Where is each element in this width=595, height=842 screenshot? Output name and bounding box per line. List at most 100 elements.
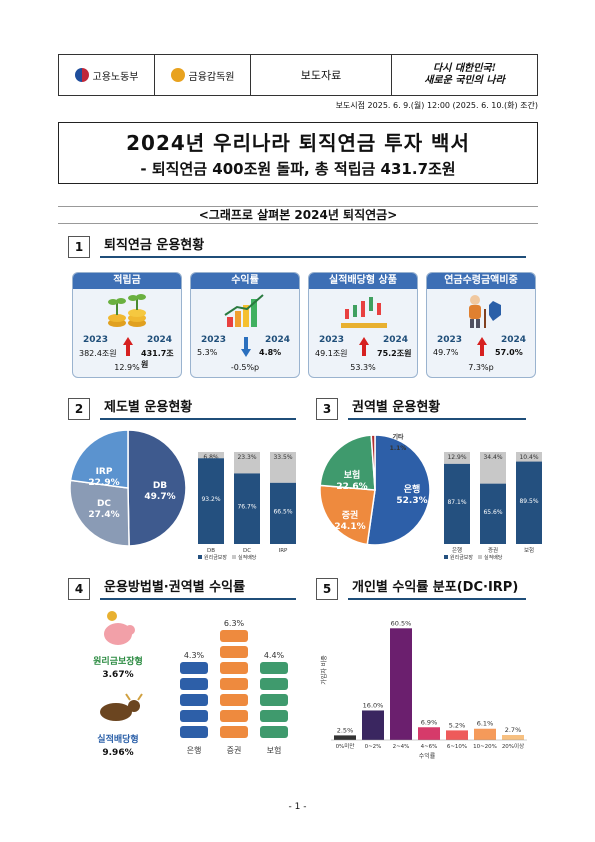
pie-slice <box>319 484 376 546</box>
arrow-up-icon <box>123 337 133 345</box>
pie-slice <box>69 429 129 489</box>
stack-bar-label: 6.8% <box>203 454 219 461</box>
section-4-title: 운용방법별·권역별 수익률 <box>100 578 296 600</box>
stack-bar-label: 34.4% <box>483 454 502 461</box>
stack-bar-label: 89.5% <box>519 498 538 505</box>
pie-label-name: DC <box>97 499 111 509</box>
stack-bar-label: 23.3% <box>237 454 256 461</box>
piggy-bank-icon <box>104 623 132 645</box>
pie-label-name: 은행 <box>404 483 421 495</box>
card-change: -0.5%p <box>230 363 260 372</box>
x-tick-label: DC <box>243 548 251 554</box>
card-year-start: 2023 <box>83 335 109 345</box>
pie-label-value: 1.1% <box>390 445 407 452</box>
card-title: 실적배당형 상품 <box>309 273 417 289</box>
stack-bar-label: 93.2% <box>201 496 220 503</box>
coin-icon <box>107 611 117 621</box>
ministry-fss: 금융감독원 <box>155 55 250 95</box>
card-year-start: 2023 <box>437 335 463 345</box>
x-tick-label: 2~4% <box>393 744 410 750</box>
arrow-stem <box>126 344 130 356</box>
section-2-number: 2 <box>68 398 90 420</box>
x-tick-label: 6~10% <box>447 744 467 750</box>
fss-logo-icon <box>170 68 185 82</box>
card-value-end: 57.0% <box>495 348 523 357</box>
section-subhead: <그래프로 살펴본 2024년 퇴직연금> <box>58 206 538 224</box>
side-label-name: 원리금보장형 <box>93 655 143 667</box>
pie-label-name: 기타 <box>392 433 404 441</box>
pie-label-value: 22.6% <box>336 482 367 492</box>
card-year-end: 2024 <box>147 335 173 345</box>
bar-value-label: 4.4% <box>264 651 285 660</box>
legend-swatch <box>444 555 448 559</box>
section-2-title: 제도별 운용현황 <box>100 398 296 420</box>
arrow-down-icon <box>241 349 251 357</box>
x-tick-label: 0~2% <box>365 744 382 750</box>
stack-bar-segment <box>444 463 470 544</box>
section-4-number: 4 <box>68 578 90 600</box>
stack-bar-label: 12.9% <box>447 454 466 461</box>
pie-slice <box>319 434 376 491</box>
x-tick-label: 20%이상 <box>502 742 524 750</box>
stack-bar-segment <box>516 461 542 544</box>
x-tick-label: 4~6% <box>421 744 438 750</box>
stack-bar-segment <box>480 483 506 544</box>
bar-value-label: 16.0% <box>363 701 384 709</box>
column-block <box>220 710 248 722</box>
stack-bar-label: 76.7% <box>237 504 256 511</box>
card-year-start: 2023 <box>319 335 345 345</box>
stack-bar-label: 66.5% <box>273 508 292 515</box>
card-value-end: 431.7조원 <box>141 349 174 369</box>
bar-value-label: 6.3% <box>224 619 245 628</box>
pie-label-value: 52.3% <box>396 496 427 506</box>
stack-bar-segment <box>198 452 224 459</box>
stack-bar-segment <box>444 452 470 464</box>
card-value-end: 4.8% <box>259 348 282 357</box>
section-5-number: 5 <box>316 578 338 600</box>
distribution-bar <box>502 735 524 740</box>
x-tick-label: 보험 <box>524 547 534 554</box>
bull-horns <box>125 693 143 701</box>
coins-plant-icon <box>103 293 153 329</box>
arrow-up-icon <box>477 337 487 345</box>
x-axis-label: 수익률 <box>419 752 436 760</box>
column-block <box>180 678 208 690</box>
stack-bar-label: 87.1% <box>447 499 466 506</box>
distribution-bar <box>334 735 356 740</box>
section-3-number: 3 <box>316 398 338 420</box>
distribution-bar <box>362 710 384 740</box>
pie-label-name: 보험 <box>344 469 361 481</box>
x-tick-label: 0%미만 <box>336 742 355 750</box>
side-label-value: 9.96% <box>102 748 133 758</box>
pie-slice <box>370 434 376 491</box>
growth-bars-icon <box>221 293 271 329</box>
summary-card: 수익률 2023 2024 5.3% 4.8% -0.5%p <box>190 272 300 378</box>
card-change: 7.3%p <box>468 363 494 372</box>
x-tick-label: DB <box>207 548 215 554</box>
bull-icon <box>100 703 132 721</box>
x-tick-label: 은행 <box>452 546 462 554</box>
card-title: 연금수령금액비중 <box>427 273 535 289</box>
government-emblem-icon <box>74 68 89 82</box>
column-block <box>180 726 208 738</box>
pie-label-value: 24.1% <box>334 522 365 532</box>
slogan: 다시 대한민국! 새로운 국민의 나라 <box>424 63 505 86</box>
section-1-title: 퇴직연금 운용현황 <box>100 236 526 258</box>
legend-label: 원리금보장 <box>450 554 473 561</box>
stack-bar-segment <box>270 482 296 544</box>
card-value-start: 382.4조원 <box>79 349 117 358</box>
x-tick-label: 보험 <box>267 746 282 755</box>
card-value-start: 5.3% <box>197 348 218 357</box>
pie-label-name: 증권 <box>342 509 359 521</box>
stack-bar-segment <box>198 458 224 544</box>
column-block <box>220 694 248 706</box>
legend-label: 실적배당 <box>484 554 503 561</box>
arrow-up-icon <box>359 337 369 345</box>
distribution-bar <box>446 730 468 740</box>
pie-label-name: DB <box>153 481 167 491</box>
card-year-start: 2023 <box>201 335 227 345</box>
card-value-start: 49.1조원 <box>315 349 348 358</box>
stack-bar-label: 65.6% <box>483 509 502 516</box>
card-change: 12.9% <box>114 363 140 372</box>
distribution-bar <box>390 628 412 740</box>
